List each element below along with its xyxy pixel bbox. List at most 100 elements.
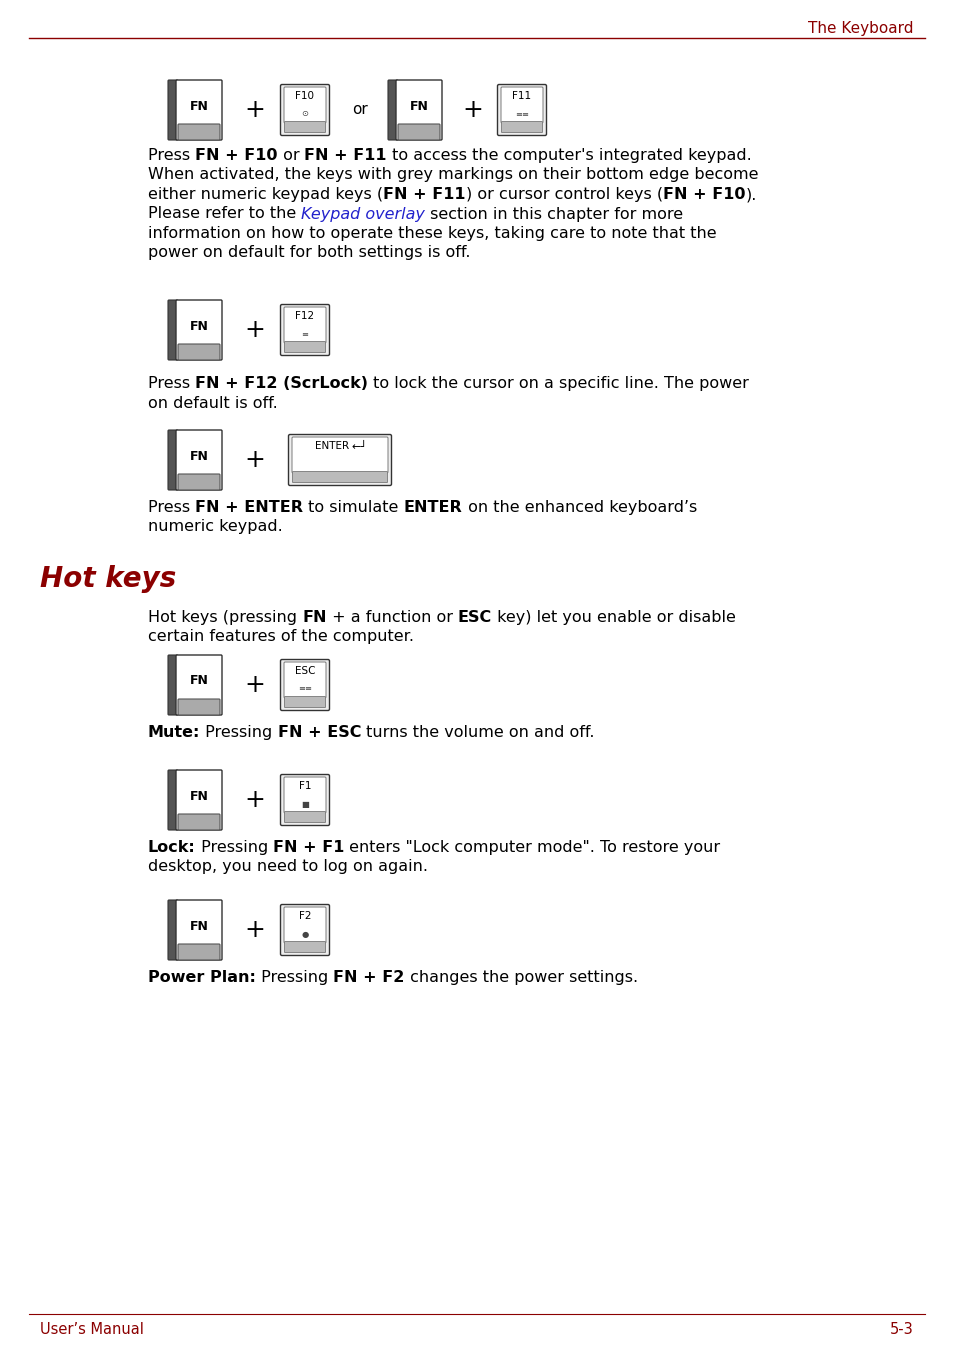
Text: ≡≡: ≡≡	[515, 110, 529, 119]
FancyBboxPatch shape	[168, 80, 178, 141]
Text: FN + F11: FN + F11	[383, 187, 465, 201]
Text: key) let you enable or disable: key) let you enable or disable	[492, 610, 735, 625]
FancyBboxPatch shape	[178, 944, 220, 960]
Text: FN + ESC: FN + ESC	[277, 725, 361, 740]
Text: on the enhanced keyboard’s: on the enhanced keyboard’s	[462, 500, 696, 515]
FancyBboxPatch shape	[280, 904, 329, 956]
Text: to lock the cursor on a specific line. The power: to lock the cursor on a specific line. T…	[368, 376, 748, 391]
FancyBboxPatch shape	[178, 699, 220, 715]
Text: ).: ).	[744, 187, 756, 201]
Text: FN: FN	[302, 610, 326, 625]
Text: enters "Lock computer mode". To restore your: enters "Lock computer mode". To restore …	[344, 840, 720, 854]
Text: information on how to operate these keys, taking care to note that the: information on how to operate these keys…	[148, 226, 716, 241]
Text: +: +	[244, 97, 265, 122]
Text: +: +	[462, 97, 483, 122]
Text: ■: ■	[301, 799, 309, 808]
Text: FN: FN	[190, 319, 208, 333]
FancyBboxPatch shape	[168, 430, 178, 489]
FancyBboxPatch shape	[284, 87, 326, 123]
FancyBboxPatch shape	[280, 304, 329, 356]
FancyBboxPatch shape	[168, 900, 178, 960]
Text: FN + F12 (ScrLock): FN + F12 (ScrLock)	[195, 376, 368, 391]
Text: Press: Press	[148, 500, 195, 515]
Text: FN: FN	[190, 449, 208, 462]
Text: Pressing: Pressing	[195, 840, 273, 854]
Text: ENTER: ENTER	[403, 500, 462, 515]
Text: Pressing: Pressing	[200, 725, 277, 740]
FancyBboxPatch shape	[284, 696, 325, 707]
Text: Mute:: Mute:	[148, 725, 200, 740]
FancyBboxPatch shape	[280, 84, 329, 135]
Text: FN: FN	[409, 100, 428, 112]
FancyBboxPatch shape	[178, 475, 220, 489]
Text: ≡: ≡	[301, 330, 308, 338]
Text: +: +	[244, 448, 265, 472]
Text: ←┘: ←┘	[352, 441, 368, 452]
Text: F12: F12	[295, 311, 314, 320]
FancyBboxPatch shape	[497, 84, 546, 135]
FancyBboxPatch shape	[178, 814, 220, 830]
Text: +: +	[244, 918, 265, 942]
FancyBboxPatch shape	[397, 124, 439, 141]
Text: FN + F10: FN + F10	[195, 147, 277, 164]
Text: ENTER: ENTER	[314, 441, 349, 452]
Text: Press: Press	[148, 376, 195, 391]
Text: ●: ●	[301, 930, 309, 938]
Text: section in this chapter for more: section in this chapter for more	[425, 207, 682, 222]
Text: F1: F1	[298, 781, 311, 791]
Text: ⊙: ⊙	[301, 110, 308, 119]
Text: When activated, the keys with grey markings on their bottom edge become: When activated, the keys with grey marki…	[148, 168, 758, 183]
Text: +: +	[244, 318, 265, 342]
Text: FN: FN	[190, 790, 208, 803]
FancyBboxPatch shape	[284, 307, 326, 343]
Text: either numeric keypad keys (: either numeric keypad keys (	[148, 187, 383, 201]
Text: changes the power settings.: changes the power settings.	[404, 969, 638, 986]
Text: turns the volume on and off.: turns the volume on and off.	[361, 725, 594, 740]
FancyBboxPatch shape	[501, 122, 542, 132]
Text: Press: Press	[148, 147, 195, 164]
FancyBboxPatch shape	[284, 122, 325, 132]
FancyBboxPatch shape	[168, 300, 178, 360]
FancyBboxPatch shape	[168, 771, 178, 830]
FancyBboxPatch shape	[175, 771, 222, 830]
Text: FN + F10: FN + F10	[662, 187, 744, 201]
FancyBboxPatch shape	[288, 434, 391, 485]
FancyBboxPatch shape	[284, 941, 325, 953]
Text: numeric keypad.: numeric keypad.	[148, 519, 282, 534]
Text: Pressing: Pressing	[255, 969, 333, 986]
Text: desktop, you need to log on again.: desktop, you need to log on again.	[148, 860, 428, 875]
FancyBboxPatch shape	[175, 430, 222, 489]
Text: to simulate: to simulate	[303, 500, 403, 515]
Text: on default is off.: on default is off.	[148, 396, 277, 411]
FancyBboxPatch shape	[175, 900, 222, 960]
Text: ESC: ESC	[294, 667, 314, 676]
Text: FN: FN	[190, 100, 208, 112]
Text: FN + F2: FN + F2	[333, 969, 404, 986]
Text: or: or	[277, 147, 304, 164]
FancyBboxPatch shape	[500, 87, 542, 123]
Text: FN + F1: FN + F1	[273, 840, 344, 854]
Text: ESC: ESC	[457, 610, 492, 625]
Text: Hot keys: Hot keys	[40, 565, 176, 594]
Text: F11: F11	[512, 91, 531, 101]
Text: FN + F11: FN + F11	[304, 147, 387, 164]
FancyBboxPatch shape	[284, 811, 325, 822]
Text: certain features of the computer.: certain features of the computer.	[148, 630, 414, 645]
Text: ) or cursor control keys (: ) or cursor control keys (	[465, 187, 662, 201]
FancyBboxPatch shape	[284, 342, 325, 353]
Text: User’s Manual: User’s Manual	[40, 1322, 144, 1337]
Text: power on default for both settings is off.: power on default for both settings is of…	[148, 246, 470, 261]
Text: to access the computer's integrated keypad.: to access the computer's integrated keyp…	[387, 147, 751, 164]
FancyBboxPatch shape	[175, 80, 222, 141]
Text: FN: FN	[190, 919, 208, 933]
Text: FN + ENTER: FN + ENTER	[195, 500, 303, 515]
FancyBboxPatch shape	[284, 777, 326, 813]
Text: ≡≡: ≡≡	[297, 684, 312, 694]
Text: Lock:: Lock:	[148, 840, 195, 854]
Text: Power Plan:: Power Plan:	[148, 969, 255, 986]
FancyBboxPatch shape	[168, 654, 178, 715]
Text: 5-3: 5-3	[889, 1322, 913, 1337]
Text: +: +	[244, 788, 265, 813]
Text: FN: FN	[190, 675, 208, 688]
FancyBboxPatch shape	[175, 300, 222, 360]
